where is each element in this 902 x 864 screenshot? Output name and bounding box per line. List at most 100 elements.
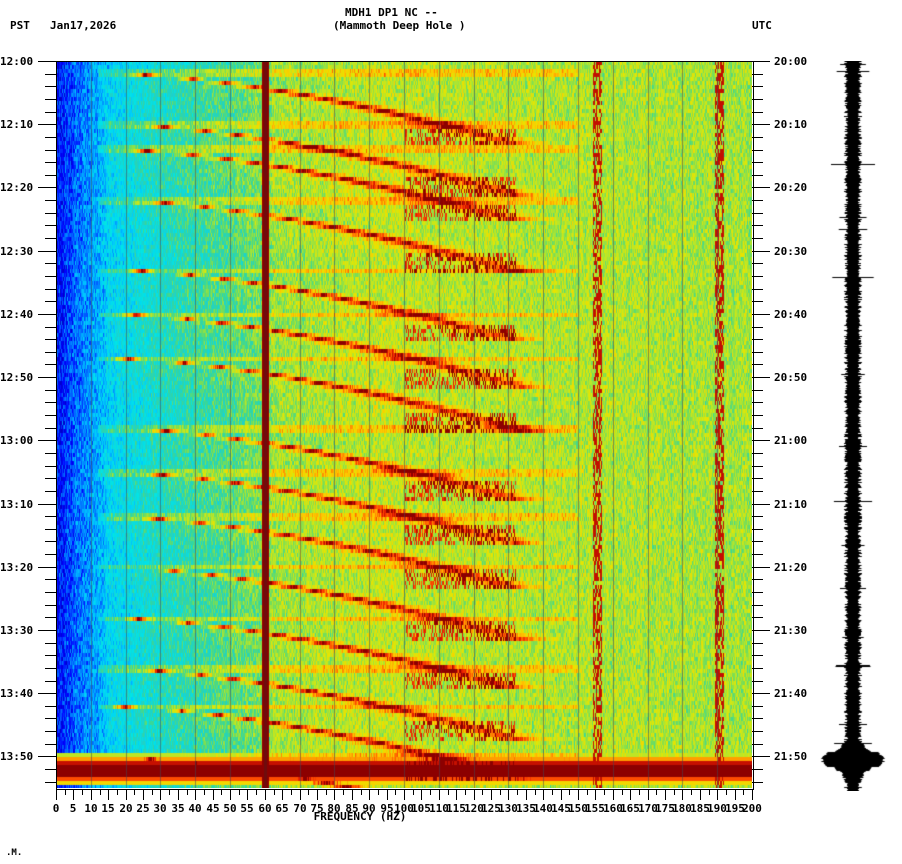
time-tick-minor: [752, 782, 763, 783]
freq-tick-minor: [326, 789, 327, 795]
time-tick-major: [752, 504, 770, 505]
freq-label: 155: [585, 802, 605, 815]
time-tick-minor: [752, 402, 763, 403]
time-tick-minor: [752, 415, 763, 416]
time-tick-minor: [45, 339, 56, 340]
freq-tick-major: [648, 789, 649, 800]
time-tick-minor: [45, 706, 56, 707]
freq-tick-major: [195, 789, 196, 800]
time-tick-minor: [45, 655, 56, 656]
freq-tick-minor: [743, 789, 744, 795]
time-axis-pst: 12:00 12:10 12:20 12:30 12:40 12:50 13:00 13:10…: [0, 55, 56, 790]
time-tick-minor: [752, 390, 763, 391]
freq-label: 25: [136, 802, 150, 815]
freq-label: 185: [690, 802, 710, 815]
spectrogram-plot[interactable]: [56, 61, 752, 788]
freq-tick-minor: [587, 789, 588, 795]
time-tick-minor: [752, 86, 763, 87]
freq-tick-major: [421, 789, 422, 800]
freq-label: 40: [188, 802, 202, 815]
time-tick-minor: [752, 643, 763, 644]
time-tick-minor: [45, 744, 56, 745]
freq-tick-minor: [152, 789, 153, 795]
time-tick-major: [752, 693, 770, 694]
time-tick-minor: [45, 718, 56, 719]
freq-tick-minor: [117, 789, 118, 795]
time-tick-minor: [752, 175, 763, 176]
time-tick-major: [38, 251, 56, 252]
freq-label: 180: [672, 802, 692, 815]
freq-tick-major: [317, 789, 318, 800]
time-tick-minor: [752, 150, 763, 151]
freq-label: 85: [345, 802, 359, 815]
time-label-utc: 20:40: [774, 308, 808, 321]
freq-tick-minor: [517, 789, 518, 795]
time-tick-minor: [752, 554, 763, 555]
time-tick-minor: [45, 668, 56, 669]
date-label: Jan17,2026: [50, 19, 117, 32]
freq-label: 65: [275, 802, 289, 815]
freq-label: 55: [240, 802, 254, 815]
freq-tick-minor: [204, 789, 205, 795]
freq-tick-major: [404, 789, 405, 800]
time-tick-minor: [752, 364, 763, 365]
freq-tick-minor: [134, 789, 135, 795]
time-tick-minor: [45, 681, 56, 682]
freq-label: 190: [707, 802, 727, 815]
freq-tick-minor: [604, 789, 605, 795]
time-tick-minor: [45, 137, 56, 138]
freq-tick-major: [578, 789, 579, 800]
time-tick-minor: [45, 453, 56, 454]
time-tick-minor: [45, 428, 56, 429]
freq-tick-minor: [308, 789, 309, 795]
time-label-pst: 12:30: [0, 245, 34, 258]
freq-tick-minor: [552, 789, 553, 795]
time-tick-minor: [45, 478, 56, 479]
time-tick-minor: [752, 99, 763, 100]
time-tick-minor: [45, 592, 56, 593]
time-tick-major: [38, 61, 56, 62]
time-tick-minor: [45, 276, 56, 277]
time-label-pst: 12:40: [0, 308, 34, 321]
time-tick-major: [38, 693, 56, 694]
time-tick-major: [38, 567, 56, 568]
freq-tick-minor: [726, 789, 727, 795]
freq-label: 150: [568, 802, 588, 815]
freq-label: 75: [310, 802, 324, 815]
time-tick-minor: [45, 301, 56, 302]
time-tick-minor: [752, 605, 763, 606]
freq-tick-major: [108, 789, 109, 800]
freq-label: 100: [394, 802, 414, 815]
time-tick-major: [38, 440, 56, 441]
time-tick-minor: [45, 112, 56, 113]
freq-label: 80: [327, 802, 341, 815]
freq-tick-minor: [465, 789, 466, 795]
time-label-pst: 13:20: [0, 561, 34, 574]
time-label-utc: 20:10: [774, 118, 808, 131]
freq-tick-major: [561, 789, 562, 800]
time-label-utc: 21:50: [774, 750, 808, 763]
time-tick-minor: [752, 579, 763, 580]
freq-tick-major: [56, 789, 57, 800]
freq-tick-major: [717, 789, 718, 800]
freq-tick-major: [595, 789, 596, 800]
time-tick-minor: [752, 668, 763, 669]
station-code-label: MDH1 DP1 NC --: [345, 6, 438, 19]
time-tick-major: [752, 440, 770, 441]
time-tick-minor: [752, 744, 763, 745]
time-tick-major: [38, 314, 56, 315]
time-tick-major: [752, 251, 770, 252]
freq-tick-minor: [274, 789, 275, 795]
time-label-utc: 20:50: [774, 371, 808, 384]
time-tick-minor: [45, 782, 56, 783]
time-tick-minor: [45, 415, 56, 416]
freq-label: 0: [52, 802, 60, 815]
freq-tick-minor: [448, 789, 449, 795]
time-label-utc: 21:00: [774, 434, 808, 447]
freq-tick-major: [613, 789, 614, 800]
time-tick-minor: [45, 86, 56, 87]
time-tick-major: [752, 567, 770, 568]
freq-label: 10: [84, 802, 98, 815]
time-tick-minor: [45, 200, 56, 201]
time-label-utc: 21:30: [774, 624, 808, 637]
